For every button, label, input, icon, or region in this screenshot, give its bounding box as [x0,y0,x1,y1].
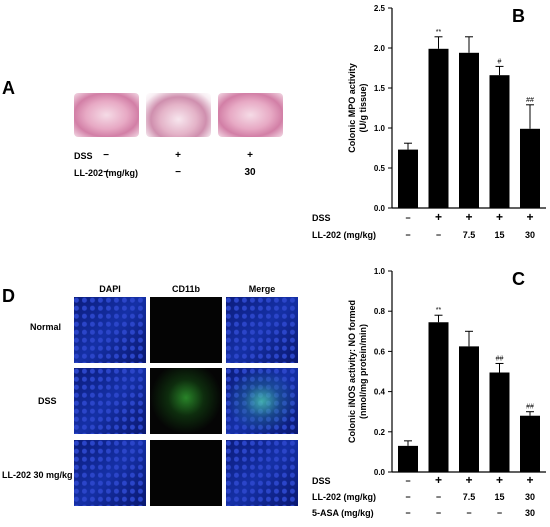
panel-c-bar [398,445,418,472]
panel-a-ll202-value: − [175,167,181,178]
panel-b-condition-value: 30 [525,230,535,240]
panel-c-condition-label: LL-202 (mg/kg) [312,492,376,502]
cd11b-normal-image [150,297,222,363]
panel-b-y-axis-label: Colonic MPO activity [347,63,357,153]
panel-c-bar [489,372,510,472]
column-header-dapi: DAPI [99,284,121,294]
panel-c-letter: C [512,269,525,289]
panel-c-condition-value: 30 [525,508,535,518]
panel-c-y-tick-label: 0.8 [374,307,386,316]
cd11b-dss-image [150,368,222,434]
panel-c-significance-label: ## [526,404,534,411]
panel-c-condition-value: 7.5 [463,492,476,502]
panel-b-y-tick-label: 1.0 [374,124,386,133]
panel-d-letter: D [2,286,15,306]
panel-b-condition-label: DSS [312,213,331,223]
row-label-dss: DSS [38,396,57,406]
panel-b-y-tick-label: 0.5 [374,164,386,173]
column-header-cd11b: CD11b [171,284,200,294]
panel-b-condition-value: + [496,210,503,224]
panel-a-dss-value: + [175,150,181,161]
panel-b-condition-value: − [436,230,441,240]
panel-b-condition-value: − [405,230,410,240]
panel-c-significance-label: ## [496,355,504,362]
panel-b-condition-value: + [465,210,472,224]
column-header-merge: Merge [248,284,276,294]
panel-c-bar [459,346,479,472]
panel-b-significance-label: ## [526,97,534,104]
panel-a-ll202-label: LL-202 (mg/kg) [74,168,139,178]
panel-b-condition-value: 7.5 [463,230,476,240]
panel-b-bar [428,48,449,208]
panel-b-condition-value: + [526,210,533,224]
panel-c-condition-value: 30 [525,492,535,502]
panel-a-dss-value: − [103,150,109,161]
panel-b-significance-label: ** [436,29,442,36]
panel-b-y-tick-label: 0.0 [374,204,386,213]
panel-c-y-axis-label: Colonic iNOS activity: NO formed [347,300,357,443]
row-label-normal: Normal [30,322,62,332]
panel-c-condition-value: − [436,508,441,518]
panel-b-bar [398,149,418,208]
histology-dss-image [146,93,211,137]
dapi-ll202-image [74,440,146,506]
panel-a-ll202-value: 30 [244,167,256,178]
panel-c-bar [428,322,449,472]
panel-c-condition-value: + [435,473,442,487]
panel-a-letter: A [2,78,15,98]
merge-dss-image [226,368,298,434]
histology-ll202-image [218,93,283,137]
panel-c-condition-value: − [466,508,471,518]
panel-c-condition-value: 15 [494,492,504,502]
panel-c-condition-label: 5-ASA (mg/kg) [312,508,374,518]
panel-c-bar [520,415,540,472]
panel-c-condition-value: − [405,476,410,486]
panel-b-bar [459,52,479,208]
cd11b-ll202-image [150,440,222,506]
panel-c-y-tick-label: 0.2 [374,428,386,437]
panel-b-y-tick-label: 1.5 [374,84,386,93]
merge-normal-image [226,297,298,363]
panel-a-dss-value: + [247,150,253,161]
panel-b-bar [520,128,540,208]
panel-a-ll202-value: − [103,167,109,178]
panel-c-y-axis-label-units: (nmol/mg protein/min) [358,324,368,419]
panel-c-condition-value: − [497,508,502,518]
histology-normal-image [74,93,139,137]
panel-c-y-tick-label: 0.6 [374,347,386,356]
panel-c-significance-label: ** [436,307,442,314]
panel-b-y-tick-label: 2.0 [374,44,386,53]
panel-b-condition-value: − [405,213,410,223]
panel-a-dss-label: DSS [74,151,93,161]
panel-c-y-tick-label: 1.0 [374,267,386,276]
panel-b-bar [489,75,510,208]
panel-c-y-tick-label: 0.4 [374,388,386,397]
panel-b-y-tick-label: 2.5 [374,4,386,13]
panel-b-significance-label: # [498,58,502,65]
panel-b-condition-value: + [435,210,442,224]
merge-ll202-image [226,440,298,506]
panel-c-condition-label: DSS [312,476,331,486]
dapi-normal-image [74,297,146,363]
dapi-dss-image [74,368,146,434]
panel-c-condition-value: − [405,508,410,518]
panel-b-y-axis-label-units: (U/g tissue) [358,83,368,132]
panel-b-letter: B [512,6,525,26]
row-label-ll202: LL-202 30 mg/kg [2,470,73,480]
panel-b-condition-label: LL-202 (mg/kg) [312,230,376,240]
panel-c-y-tick-label: 0.0 [374,468,386,477]
panel-c-condition-value: + [526,473,533,487]
panel-c-condition-value: + [496,473,503,487]
panel-c-condition-value: + [465,473,472,487]
panel-c-condition-value: − [436,492,441,502]
panel-c-condition-value: − [405,492,410,502]
panel-b-condition-value: 15 [494,230,504,240]
